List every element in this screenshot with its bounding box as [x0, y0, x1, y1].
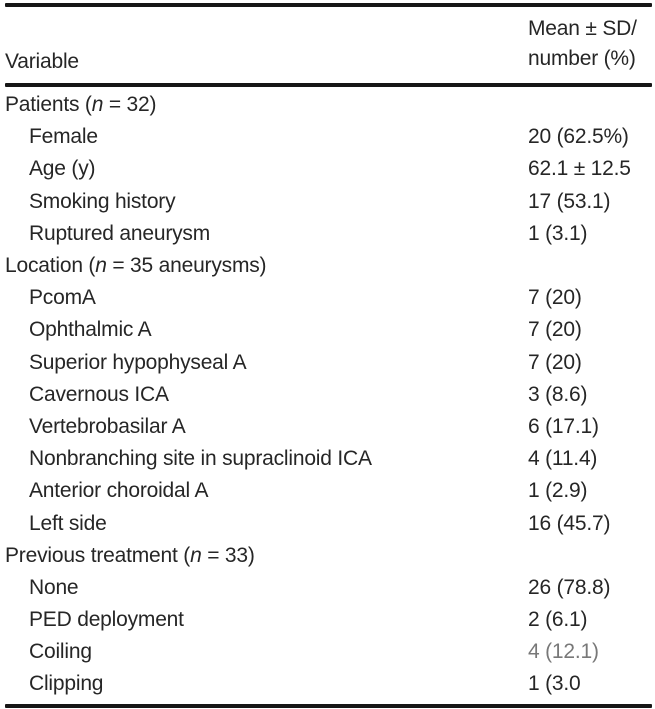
table-row: Ophthalmic A 7 (20)	[5, 314, 652, 346]
row-value: 1 (2.9)	[528, 479, 588, 503]
table-row: Clipping 1 (3.0	[5, 668, 652, 700]
table-row: None 26 (78.8)	[5, 572, 652, 604]
table-row: Superior hypophyseal A 7 (20)	[5, 347, 652, 379]
row-label: Location (n = 35 aneurysms)	[5, 254, 267, 278]
row-label: Anterior choroidal A	[29, 479, 209, 503]
row-label: Vertebrobasilar A	[29, 414, 186, 438]
table-row: Anterior choroidal A 1 (2.9)	[5, 475, 652, 507]
row-label: PED deployment	[29, 608, 184, 632]
table-row: Location (n = 35 aneurysms)	[5, 250, 652, 282]
column-header-value-line1: Mean ± SD/	[528, 17, 637, 40]
table-row: Female 20 (62.5%)	[5, 121, 652, 153]
row-value: 7 (20)	[528, 318, 582, 342]
table-row: Cavernous ICA 3 (8.6)	[5, 379, 652, 411]
row-value: 62.1 ± 12.5	[528, 157, 631, 181]
row-value: 1 (3.1)	[528, 221, 588, 245]
row-label: Ruptured aneurysm	[29, 221, 211, 245]
row-label: Female	[29, 125, 98, 149]
row-value: 7 (20)	[528, 350, 582, 374]
column-header-value: Mean ± SD/ number (%)	[528, 14, 652, 74]
table-row: Coiling 4 (12.1)	[5, 636, 652, 668]
row-label: Nonbranching site in supraclinoid ICA	[29, 447, 372, 471]
row-value: 3 (8.6)	[528, 382, 588, 406]
table-row: PcomA 7 (20)	[5, 282, 652, 314]
row-label: PcomA	[29, 286, 96, 310]
row-value: 2 (6.1)	[528, 608, 588, 632]
row-value: 20 (62.5%)	[528, 125, 629, 149]
table-header-row: Variable Mean ± SD/ number (%)	[5, 7, 652, 83]
row-value: 7 (20)	[528, 286, 582, 310]
table-header-rule	[5, 83, 652, 87]
row-label: Clipping	[29, 672, 104, 696]
table-row: PED deployment 2 (6.1)	[5, 604, 652, 636]
table-top-rule	[5, 3, 652, 7]
table-row: Age (y) 62.1 ± 12.5	[5, 153, 652, 185]
row-label: Age (y)	[29, 157, 96, 181]
row-label: None	[29, 575, 79, 599]
table-row: Smoking history 17 (53.1)	[5, 186, 652, 218]
row-label: Cavernous ICA	[29, 382, 169, 406]
table-body: Patients (n = 32) Female 20 (62.5%) Age …	[5, 89, 652, 701]
row-label: Smoking history	[29, 189, 176, 213]
row-value: 4 (11.4)	[528, 447, 598, 471]
row-value: 26 (78.8)	[528, 575, 611, 599]
row-value: 1 (3.0	[528, 672, 581, 696]
row-label: Superior hypophyseal A	[29, 350, 247, 374]
column-header-variable: Variable	[5, 50, 79, 73]
table-row: Vertebrobasilar A 6 (17.1)	[5, 411, 652, 443]
row-label: Previous treatment (n = 33)	[5, 543, 255, 567]
row-value: 6 (17.1)	[528, 414, 599, 438]
table-row: Nonbranching site in supraclinoid ICA 4 …	[5, 443, 652, 475]
row-value: 4 (12.1)	[528, 640, 599, 664]
table-row: Patients (n = 32)	[5, 89, 652, 121]
row-label: Left side	[29, 511, 107, 535]
table-row: Previous treatment (n = 33)	[5, 540, 652, 572]
table-bottom-rule	[5, 703, 652, 708]
table-row: Left side 16 (45.7)	[5, 507, 652, 539]
row-label: Patients (n = 32)	[5, 93, 157, 117]
table-row: Ruptured aneurysm 1 (3.1)	[5, 218, 652, 250]
row-value: 17 (53.1)	[528, 189, 611, 213]
row-label: Ophthalmic A	[29, 318, 152, 342]
row-value: 16 (45.7)	[528, 511, 611, 535]
row-label: Coiling	[29, 640, 92, 664]
column-header-value-line2: number (%)	[528, 47, 636, 70]
